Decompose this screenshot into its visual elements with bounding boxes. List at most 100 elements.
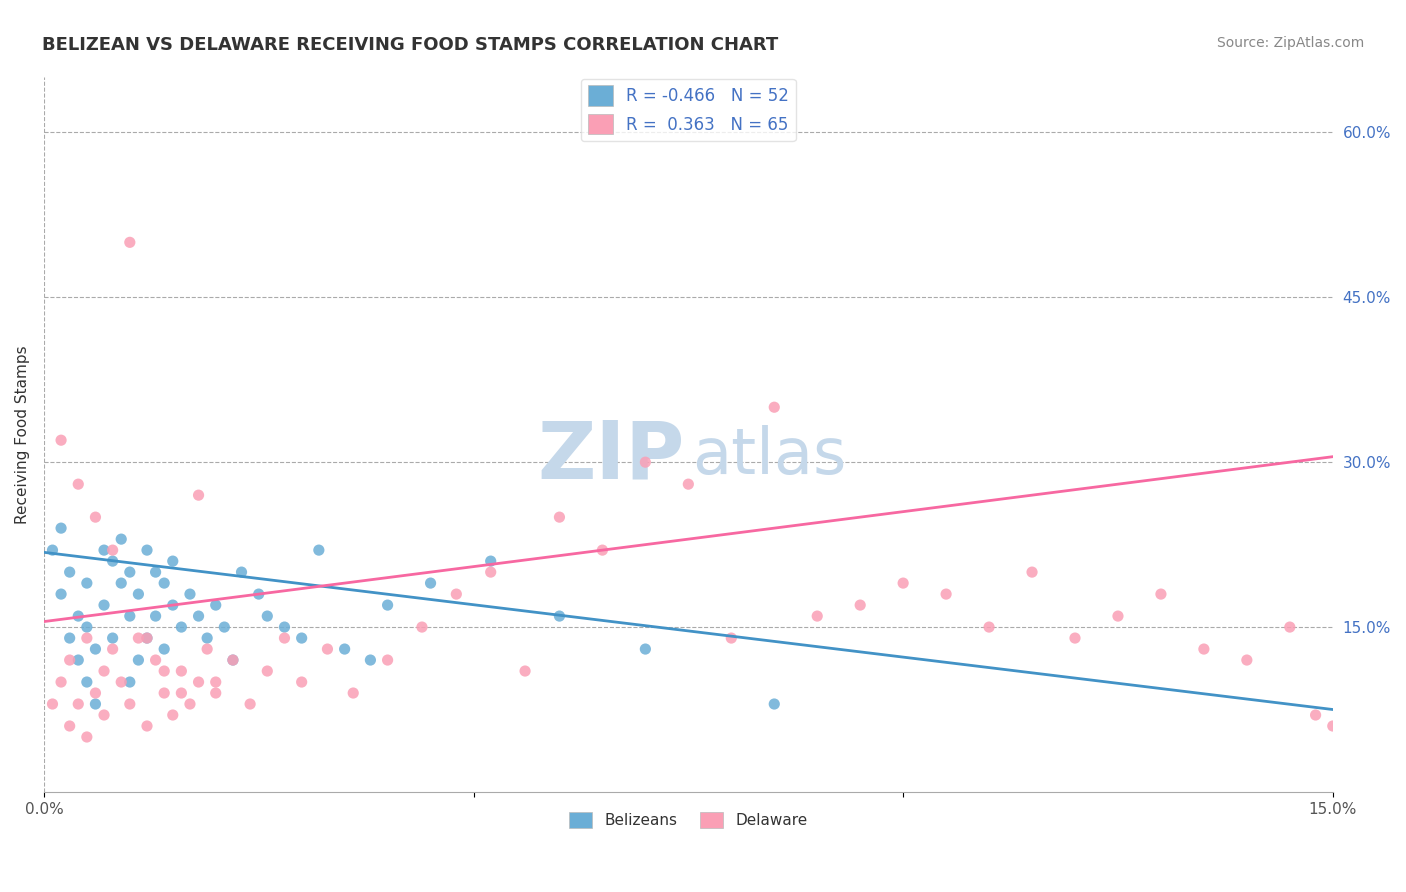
Point [127, 653, 149, 667]
Point [222, 653, 245, 667]
Point [204, 598, 226, 612]
Point [170, 686, 193, 700]
Point [67, 477, 90, 491]
Point [101, 642, 124, 657]
Point [273, 631, 295, 645]
Point [76, 730, 98, 744]
Point [935, 587, 957, 601]
Point [101, 631, 124, 645]
Point [446, 587, 468, 601]
Point [162, 708, 184, 723]
Point [76, 576, 98, 591]
Point [179, 587, 201, 601]
Point [118, 565, 141, 579]
Point [1192, 642, 1215, 657]
Point [204, 686, 226, 700]
Point [153, 664, 176, 678]
Text: BELIZEAN VS DELAWARE RECEIVING FOOD STAMPS CORRELATION CHART: BELIZEAN VS DELAWARE RECEIVING FOOD STAM… [42, 36, 779, 54]
Point [291, 631, 314, 645]
Point [1064, 631, 1087, 645]
Point [153, 576, 176, 591]
Point [110, 532, 132, 546]
Point [678, 477, 700, 491]
Point [136, 543, 159, 558]
Point [231, 565, 253, 579]
Point [162, 554, 184, 568]
Point [179, 697, 201, 711]
Point [76, 675, 98, 690]
Point [67, 653, 90, 667]
Point [153, 642, 176, 657]
Point [145, 609, 167, 624]
Point [411, 620, 433, 634]
Point [1021, 565, 1043, 579]
Point [291, 675, 314, 690]
Point [118, 697, 141, 711]
Point [84, 510, 107, 524]
Point [41, 697, 63, 711]
Point [377, 598, 399, 612]
Point [195, 631, 218, 645]
Point [720, 631, 742, 645]
Point [127, 587, 149, 601]
Point [84, 697, 107, 711]
Point [110, 675, 132, 690]
Point [239, 697, 262, 711]
Point [513, 664, 536, 678]
Point [59, 565, 82, 579]
Point [93, 543, 115, 558]
Point [548, 510, 571, 524]
Point [187, 675, 209, 690]
Point [145, 653, 167, 667]
Point [101, 554, 124, 568]
Point [170, 664, 193, 678]
Point [204, 675, 226, 690]
Point [891, 576, 914, 591]
Point [763, 697, 786, 711]
Point [256, 664, 278, 678]
Point [377, 653, 399, 667]
Point [308, 543, 330, 558]
Point [222, 653, 245, 667]
Point [49, 433, 72, 447]
Point [195, 642, 218, 657]
Point [548, 609, 571, 624]
Point [479, 554, 502, 568]
Point [214, 620, 236, 634]
Point [41, 543, 63, 558]
Point [1107, 609, 1129, 624]
Point [1278, 620, 1301, 634]
Point [359, 653, 381, 667]
Text: Source: ZipAtlas.com: Source: ZipAtlas.com [1216, 36, 1364, 50]
Point [1236, 653, 1258, 667]
Point [806, 609, 828, 624]
Point [145, 565, 167, 579]
Point [136, 631, 159, 645]
Point [76, 620, 98, 634]
Point [118, 609, 141, 624]
Point [333, 642, 356, 657]
Point [247, 587, 270, 601]
Point [634, 642, 657, 657]
Y-axis label: Receiving Food Stamps: Receiving Food Stamps [15, 345, 30, 524]
Point [419, 576, 441, 591]
Point [49, 675, 72, 690]
Point [67, 697, 90, 711]
Point [170, 620, 193, 634]
Point [84, 642, 107, 657]
Point [1322, 719, 1344, 733]
Point [187, 609, 209, 624]
Point [101, 543, 124, 558]
Point [342, 686, 364, 700]
Point [59, 653, 82, 667]
Point [187, 488, 209, 502]
Point [93, 664, 115, 678]
Point [118, 235, 141, 250]
Point [93, 708, 115, 723]
Point [591, 543, 613, 558]
Point [136, 719, 159, 733]
Point [1305, 708, 1327, 723]
Point [849, 598, 872, 612]
Point [127, 631, 149, 645]
Point [93, 598, 115, 612]
